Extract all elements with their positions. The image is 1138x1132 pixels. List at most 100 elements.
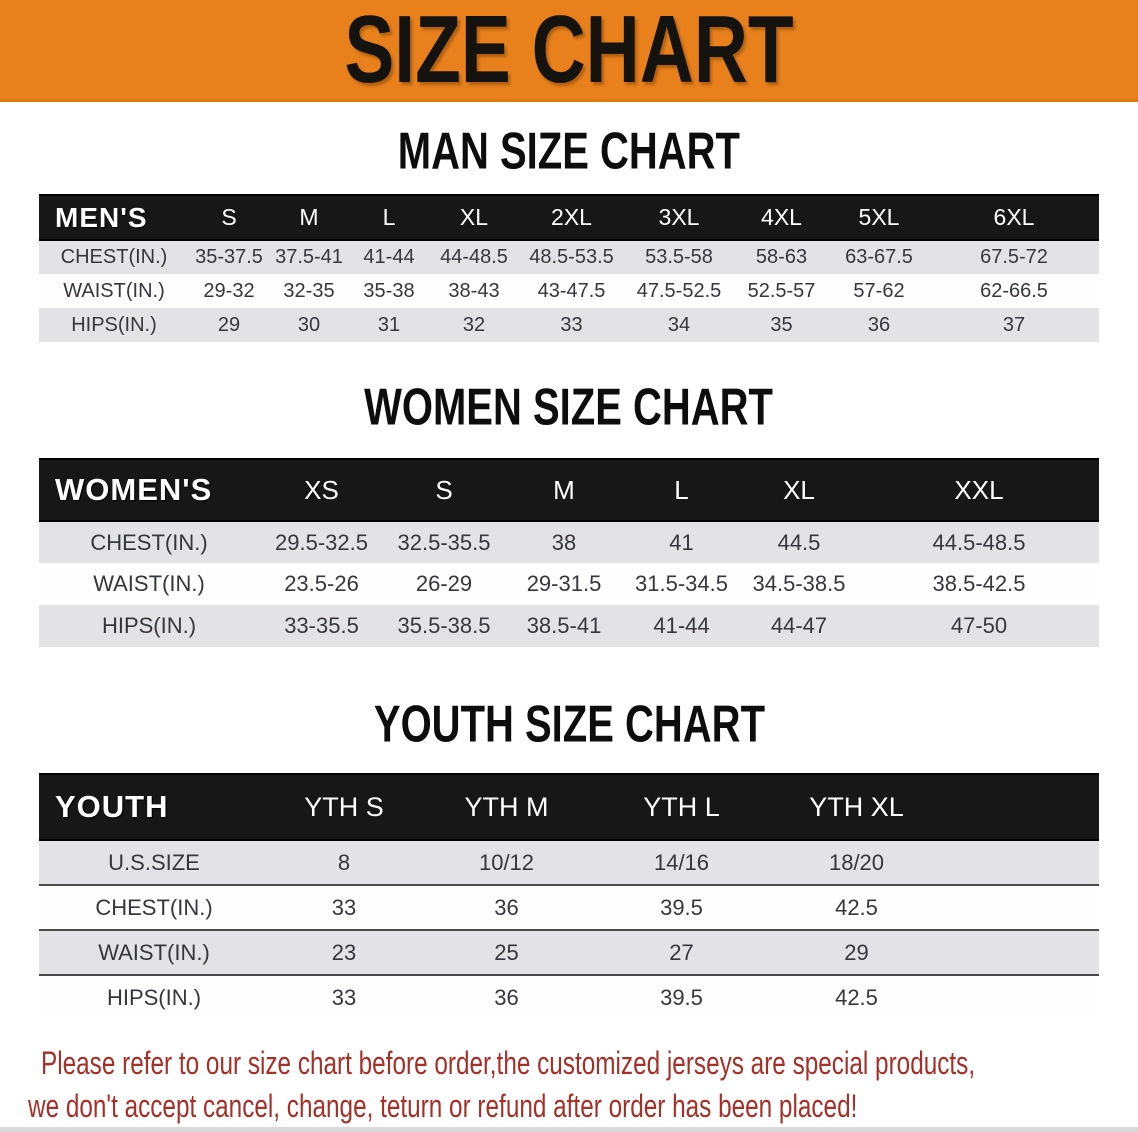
size-header: XL bbox=[739, 458, 859, 522]
size-header: YTH XL bbox=[769, 773, 944, 841]
size-cell: 42.5 bbox=[769, 885, 944, 931]
size-cell: 23.5-26 bbox=[259, 563, 384, 605]
row-label: WAIST(IN.) bbox=[39, 563, 259, 605]
women-header-row: WOMEN'S XS S M L XL XXL bbox=[39, 458, 1099, 522]
size-cell: 33 bbox=[269, 975, 419, 1020]
youth-chest-row: CHEST(IN.) 33 36 39.5 42.5 bbox=[39, 885, 1099, 931]
size-cell: 38.5-41 bbox=[504, 605, 624, 647]
spacer-cell bbox=[944, 840, 1099, 886]
men-category-header: MEN'S bbox=[39, 194, 189, 241]
men-hips-row: HIPS(IN.) 29 30 31 32 33 34 35 36 37 bbox=[39, 308, 1099, 342]
size-header: 3XL bbox=[624, 194, 734, 241]
size-header: YTH L bbox=[594, 773, 769, 841]
size-header: 4XL bbox=[734, 194, 829, 241]
size-header: XS bbox=[259, 458, 384, 522]
size-chart-banner: SIZE CHART bbox=[0, 0, 1138, 103]
size-cell: 38-43 bbox=[429, 274, 519, 308]
women-section-title: WOMEN SIZE CHART bbox=[0, 381, 1138, 433]
size-cell: 39.5 bbox=[594, 885, 769, 931]
size-cell: 36 bbox=[419, 975, 594, 1020]
size-cell: 27 bbox=[594, 930, 769, 976]
size-cell: 41 bbox=[624, 521, 739, 563]
size-cell: 52.5-57 bbox=[734, 274, 829, 308]
size-cell: 34 bbox=[624, 308, 734, 342]
size-header: M bbox=[269, 194, 349, 241]
size-cell: 29 bbox=[769, 930, 944, 976]
size-cell: 31 bbox=[349, 308, 429, 342]
size-cell: 33 bbox=[269, 885, 419, 931]
men-waist-row: WAIST(IN.) 29-32 32-35 35-38 38-43 43-47… bbox=[39, 274, 1099, 308]
size-cell: 32-35 bbox=[269, 274, 349, 308]
size-cell: 39.5 bbox=[594, 975, 769, 1020]
size-cell: 47-50 bbox=[859, 605, 1099, 647]
row-label: WAIST(IN.) bbox=[39, 274, 189, 308]
size-cell: 29-31.5 bbox=[504, 563, 624, 605]
size-cell: 14/16 bbox=[594, 840, 769, 886]
women-hips-row: HIPS(IN.) 33-35.5 35.5-38.5 38.5-41 41-4… bbox=[39, 605, 1099, 647]
size-cell: 34.5-38.5 bbox=[739, 563, 859, 605]
size-header: YTH S bbox=[269, 773, 419, 841]
youth-section-title: YOUTH SIZE CHART bbox=[0, 698, 1138, 750]
size-cell: 67.5-72 bbox=[929, 240, 1099, 274]
size-cell: 41-44 bbox=[624, 605, 739, 647]
size-header: YTH M bbox=[419, 773, 594, 841]
size-header: 2XL bbox=[519, 194, 624, 241]
spacer-cell bbox=[944, 773, 1099, 841]
banner-title: SIZE CHART bbox=[344, 0, 794, 103]
size-cell: 41-44 bbox=[349, 240, 429, 274]
size-cell: 29 bbox=[189, 308, 269, 342]
size-cell: 44.5-48.5 bbox=[859, 521, 1099, 563]
size-cell: 33 bbox=[519, 308, 624, 342]
spacer-cell bbox=[944, 930, 1099, 976]
size-cell: 37 bbox=[929, 308, 1099, 342]
size-cell: 32.5-35.5 bbox=[384, 521, 504, 563]
size-cell: 10/12 bbox=[419, 840, 594, 886]
size-cell: 29-32 bbox=[189, 274, 269, 308]
size-cell: 38 bbox=[504, 521, 624, 563]
size-header: M bbox=[504, 458, 624, 522]
size-cell: 63-67.5 bbox=[829, 240, 929, 274]
size-cell: 32 bbox=[429, 308, 519, 342]
youth-header-row: YOUTH YTH S YTH M YTH L YTH XL bbox=[39, 773, 1099, 841]
size-cell: 48.5-53.5 bbox=[519, 240, 624, 274]
size-header: S bbox=[189, 194, 269, 241]
size-cell: 58-63 bbox=[734, 240, 829, 274]
men-section-title: MAN SIZE CHART bbox=[0, 121, 1138, 181]
row-label: CHEST(IN.) bbox=[39, 885, 269, 931]
size-cell: 47.5-52.5 bbox=[624, 274, 734, 308]
row-label: HIPS(IN.) bbox=[39, 308, 189, 342]
size-cell: 26-29 bbox=[384, 563, 504, 605]
women-category-header: WOMEN'S bbox=[39, 458, 259, 522]
row-label: CHEST(IN.) bbox=[39, 521, 259, 563]
size-cell: 44-47 bbox=[739, 605, 859, 647]
size-cell: 30 bbox=[269, 308, 349, 342]
size-header: XL bbox=[429, 194, 519, 241]
size-cell: 35-37.5 bbox=[189, 240, 269, 274]
youth-ussize-row: U.S.SIZE 8 10/12 14/16 18/20 bbox=[39, 840, 1099, 886]
row-label: HIPS(IN.) bbox=[39, 975, 269, 1020]
size-cell: 18/20 bbox=[769, 840, 944, 886]
row-label: HIPS(IN.) bbox=[39, 605, 259, 647]
size-header: S bbox=[384, 458, 504, 522]
men-size-table: MEN'S S M L XL 2XL 3XL 4XL 5XL 6XL CHEST… bbox=[39, 194, 1099, 342]
youth-size-table: YOUTH YTH S YTH M YTH L YTH XL U.S.SIZE … bbox=[39, 773, 1099, 1020]
size-cell: 42.5 bbox=[769, 975, 944, 1020]
size-cell: 62-66.5 bbox=[929, 274, 1099, 308]
size-cell: 36 bbox=[419, 885, 594, 931]
size-cell: 35-38 bbox=[349, 274, 429, 308]
size-cell: 23 bbox=[269, 930, 419, 976]
spacer-cell bbox=[944, 975, 1099, 1020]
size-cell: 25 bbox=[419, 930, 594, 976]
spacer-cell bbox=[944, 885, 1099, 931]
size-cell: 38.5-42.5 bbox=[859, 563, 1099, 605]
disclaimer: Please refer to our size chart before or… bbox=[0, 1042, 1138, 1128]
disclaimer-line-2: we don't accept cancel, change, teturn o… bbox=[28, 1088, 858, 1124]
men-chest-row: CHEST(IN.) 35-37.5 37.5-41 41-44 44-48.5… bbox=[39, 240, 1099, 274]
size-header: 5XL bbox=[829, 194, 929, 241]
size-cell: 29.5-32.5 bbox=[259, 521, 384, 563]
size-cell: 43-47.5 bbox=[519, 274, 624, 308]
youth-hips-row: HIPS(IN.) 33 36 39.5 42.5 bbox=[39, 975, 1099, 1020]
men-section-title-text: MAN SIZE CHART bbox=[397, 121, 741, 181]
women-waist-row: WAIST(IN.) 23.5-26 26-29 29-31.5 31.5-34… bbox=[39, 563, 1099, 605]
size-cell: 57-62 bbox=[829, 274, 929, 308]
